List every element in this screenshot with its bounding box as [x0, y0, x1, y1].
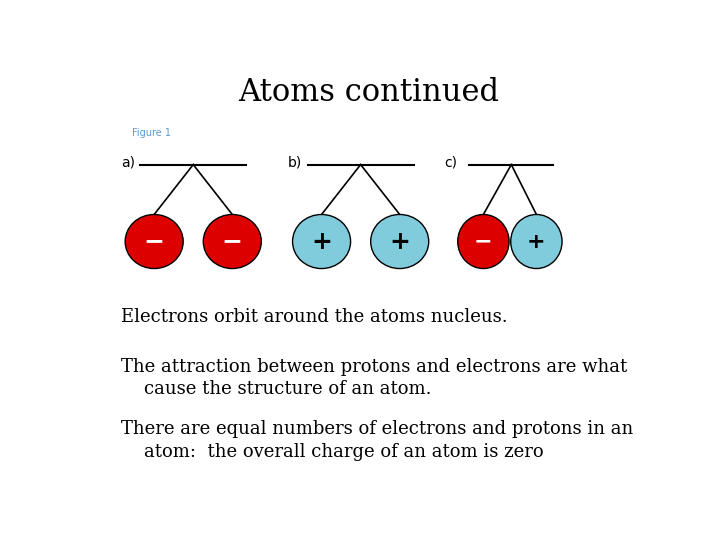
- Ellipse shape: [203, 214, 261, 268]
- Ellipse shape: [125, 214, 183, 268]
- Ellipse shape: [371, 214, 428, 268]
- Text: Atoms continued: Atoms continued: [238, 77, 500, 109]
- Text: +: +: [390, 230, 410, 253]
- Text: The attraction between protons and electrons are what
    cause the structure of: The attraction between protons and elect…: [121, 358, 627, 398]
- Text: Figure 1: Figure 1: [132, 127, 171, 138]
- Text: −: −: [474, 232, 492, 252]
- Text: +: +: [311, 230, 332, 253]
- Text: b): b): [288, 156, 302, 170]
- Text: c): c): [444, 156, 457, 170]
- Text: a): a): [121, 156, 135, 170]
- Text: −: −: [222, 230, 243, 253]
- Ellipse shape: [458, 214, 509, 268]
- Text: Electrons orbit around the atoms nucleus.: Electrons orbit around the atoms nucleus…: [121, 308, 508, 326]
- Text: +: +: [527, 232, 546, 252]
- Text: There are equal numbers of electrons and protons in an
    atom:  the overall ch: There are equal numbers of electrons and…: [121, 420, 633, 461]
- Ellipse shape: [510, 214, 562, 268]
- Text: −: −: [144, 230, 165, 253]
- Ellipse shape: [292, 214, 351, 268]
